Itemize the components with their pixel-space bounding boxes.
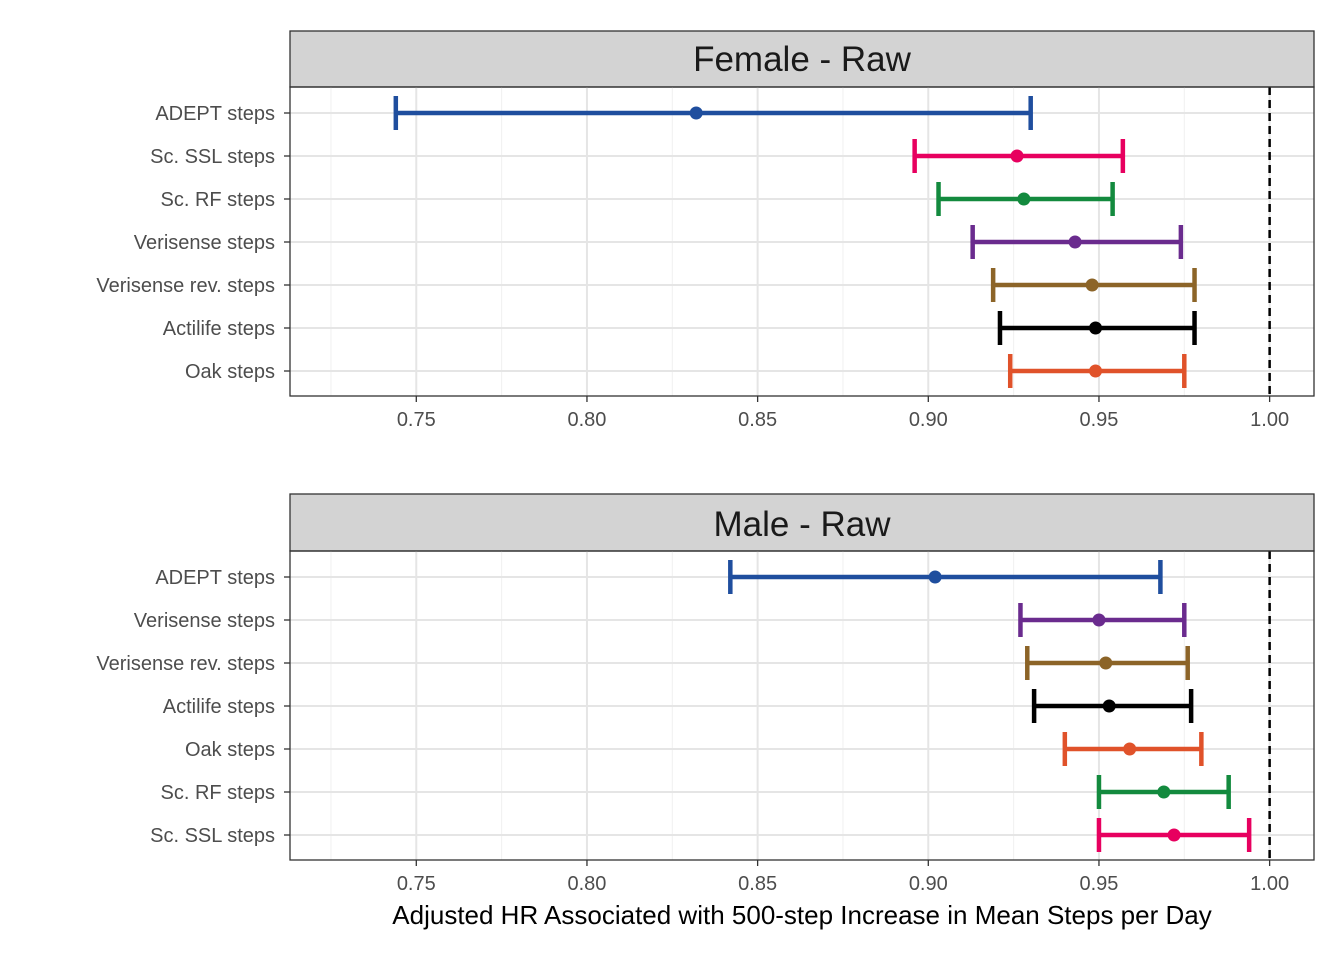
x-tick-label: 0.75 [397, 409, 436, 431]
x-tick-label: 0.95 [1079, 873, 1118, 895]
estimate-point [1092, 613, 1106, 627]
x-axis: 0.75 0.80 0.85 0.90 0.95 1.00 [397, 396, 1289, 431]
y-tick-label: Verisense steps [134, 232, 275, 254]
y-axis: ADEPT steps Verisense steps Verisense rev.… [96, 567, 290, 847]
y-tick-label: ADEPT steps [155, 103, 275, 125]
estimate-point [1099, 656, 1113, 670]
y-tick-label: Oak steps [185, 361, 275, 383]
y-tick-label: Actilife steps [163, 318, 275, 340]
estimate-point [1167, 828, 1181, 842]
y-tick-label: Oak steps [185, 739, 275, 761]
y-tick-label: Sc. SSL steps [150, 825, 275, 847]
estimate-point [1157, 785, 1171, 799]
panel-strip [289, 493, 1315, 552]
estimate-point [1102, 699, 1116, 713]
y-axis: ADEPT steps Sc. SSL steps Sc. RF steps Veri… [96, 103, 290, 383]
x-tick-label: 0.95 [1079, 409, 1118, 431]
y-tick-label: Verisense rev. steps [96, 653, 275, 675]
estimate-point [1089, 321, 1103, 335]
estimate-point [1089, 364, 1103, 378]
data-marks [393, 87, 1271, 396]
x-tick-label: 1.00 [1250, 409, 1289, 431]
estimate-point [1017, 192, 1031, 206]
x-axis-title: Adjusted HR Associated with 500-step Inc… [392, 900, 1211, 930]
x-tick-label: 0.80 [567, 873, 606, 895]
x-tick-label: 1.00 [1250, 873, 1289, 895]
y-tick-label: Verisense steps [134, 610, 275, 632]
y-tick-label: Actilife steps [163, 696, 275, 718]
panel-male-raw: Male - Raw ADEPT steps Verisense steps Ver… [96, 493, 1315, 895]
x-tick-label: 0.85 [738, 873, 777, 895]
y-tick-label: ADEPT steps [155, 567, 275, 589]
y-tick-label: Sc. SSL steps [150, 146, 275, 168]
estimate-point [1123, 742, 1137, 756]
y-tick-label: Sc. RF steps [161, 782, 275, 804]
panel-title: Female - Raw [693, 40, 912, 79]
estimate-point [928, 570, 942, 584]
panel-title: Male - Raw [714, 505, 892, 544]
data-marks [728, 551, 1271, 860]
x-tick-label: 0.80 [567, 409, 606, 431]
x-tick-label: 0.90 [909, 409, 948, 431]
estimate-point [689, 106, 703, 120]
estimate-point [1085, 278, 1099, 292]
panel-female-raw: Female - Raw ADEPT steps Sc. SSL steps Sc.… [96, 30, 1315, 431]
x-tick-label: 0.90 [909, 873, 948, 895]
x-axis: 0.75 0.80 0.85 0.90 0.95 1.00 [397, 860, 1289, 895]
panel-strip [289, 30, 1315, 88]
x-tick-label: 0.85 [738, 409, 777, 431]
estimate-point [1068, 235, 1082, 249]
y-tick-label: Sc. RF steps [161, 189, 275, 211]
y-tick-label: Verisense rev. steps [96, 275, 275, 297]
x-tick-label: 0.75 [397, 873, 436, 895]
estimate-point [1010, 149, 1024, 163]
